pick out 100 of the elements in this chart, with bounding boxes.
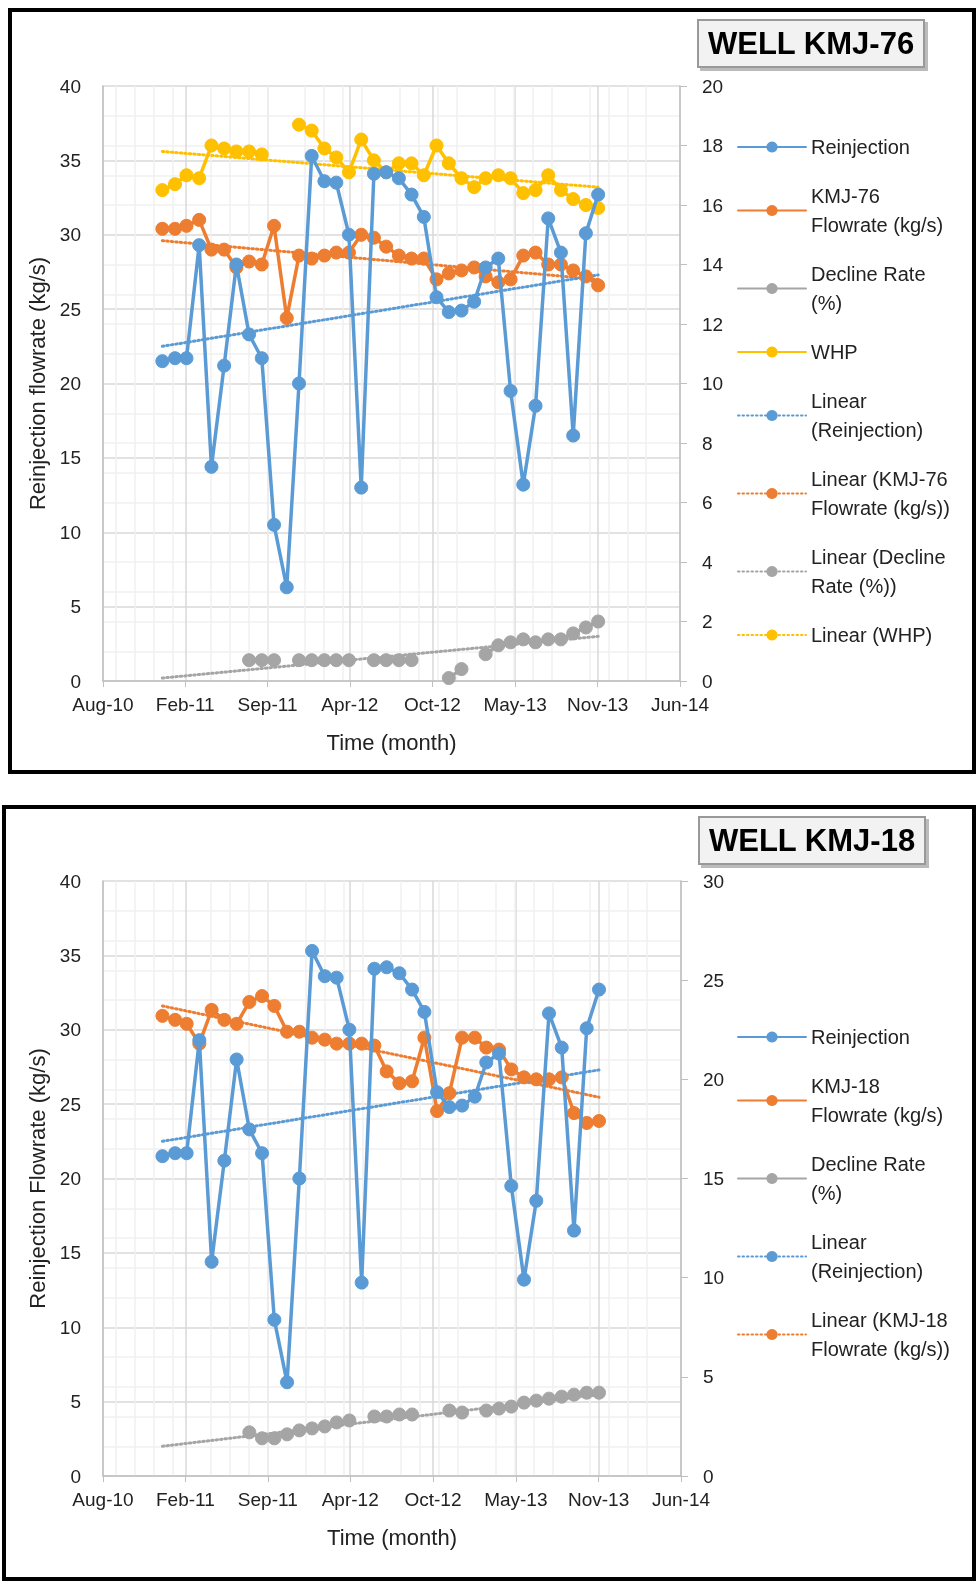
point — [504, 1399, 519, 1414]
y-tick-label: 30 — [59, 224, 81, 246]
point — [242, 327, 257, 342]
point — [254, 351, 269, 366]
point — [217, 1153, 232, 1168]
x-tick-label: Aug-10 — [72, 1489, 134, 1510]
point — [242, 1425, 257, 1440]
point — [366, 166, 381, 181]
point — [329, 653, 344, 668]
point — [404, 653, 419, 668]
point — [155, 221, 170, 236]
point — [592, 1385, 607, 1400]
point — [317, 653, 332, 668]
point — [491, 638, 506, 653]
point — [217, 141, 232, 156]
point — [454, 303, 469, 318]
point — [168, 1012, 183, 1027]
point — [430, 1104, 445, 1119]
point — [280, 1427, 295, 1442]
point — [192, 171, 207, 186]
point — [429, 138, 444, 153]
point — [242, 1122, 257, 1137]
point — [391, 171, 406, 186]
point — [342, 1022, 357, 1037]
y-tick-label: 15 — [59, 1242, 81, 1264]
point — [504, 1062, 519, 1077]
point — [467, 294, 482, 309]
point — [479, 1040, 494, 1055]
y-tick-label: 10 — [59, 1316, 81, 1338]
point — [292, 376, 307, 391]
point — [192, 238, 207, 253]
point — [304, 653, 319, 668]
point — [392, 966, 407, 981]
point — [503, 383, 518, 398]
point — [179, 1146, 194, 1161]
legend-label: Linear (Decline Rate (%)) — [811, 546, 952, 597]
point — [354, 227, 369, 242]
point — [255, 1431, 270, 1446]
point — [391, 248, 406, 263]
point — [405, 982, 420, 997]
point — [354, 132, 369, 147]
point — [242, 653, 257, 668]
point — [467, 1030, 482, 1045]
point — [192, 212, 207, 227]
point — [578, 226, 593, 241]
point — [317, 1419, 332, 1434]
legend-label: Linear (WHP) — [811, 624, 933, 646]
y2-tick-label: 2 — [702, 611, 713, 632]
point — [329, 150, 344, 165]
x-tick-label: Aug-10 — [72, 694, 134, 715]
point — [341, 227, 356, 242]
y2-tick-label: 6 — [702, 492, 713, 513]
point — [354, 480, 369, 495]
point — [553, 632, 568, 647]
point — [204, 1002, 219, 1017]
point — [566, 192, 581, 207]
point — [579, 1021, 594, 1036]
text: WELL KMJ-76 — [708, 26, 915, 61]
point — [179, 351, 194, 366]
point — [329, 1036, 344, 1051]
point — [455, 1098, 470, 1113]
point — [442, 1100, 457, 1115]
point — [354, 1275, 369, 1290]
point — [517, 1395, 531, 1410]
point — [528, 183, 543, 198]
point — [467, 260, 482, 275]
y-tick-label: 20 — [59, 373, 81, 394]
point — [329, 1415, 344, 1430]
point — [229, 144, 244, 159]
y2-tick-label: 8 — [702, 432, 713, 454]
y-tick-label: 25 — [59, 298, 81, 320]
point — [329, 245, 344, 260]
point — [366, 153, 381, 168]
point — [442, 1086, 457, 1101]
point — [217, 1012, 232, 1027]
point — [529, 1393, 544, 1408]
point — [492, 1401, 506, 1416]
point — [578, 198, 593, 212]
point — [155, 1008, 170, 1023]
point — [479, 1403, 494, 1418]
x-axis-title: Time (month) — [326, 729, 457, 755]
point — [478, 647, 493, 662]
point — [478, 260, 493, 275]
x-tick-label: Nov-13 — [567, 694, 629, 715]
point — [366, 653, 381, 668]
point — [467, 1089, 482, 1104]
point — [578, 620, 593, 635]
point — [242, 144, 257, 159]
point — [254, 257, 269, 272]
point — [292, 653, 307, 668]
point — [379, 1064, 394, 1079]
legend-label: Linear (Reinjection) — [811, 390, 924, 441]
point — [567, 1106, 582, 1121]
point — [467, 180, 482, 195]
point — [267, 1312, 282, 1327]
x-tick-label: May-13 — [483, 694, 547, 715]
y-tick-label: 10 — [59, 521, 81, 543]
point — [229, 1016, 244, 1031]
point — [541, 168, 556, 183]
point — [442, 1403, 457, 1418]
